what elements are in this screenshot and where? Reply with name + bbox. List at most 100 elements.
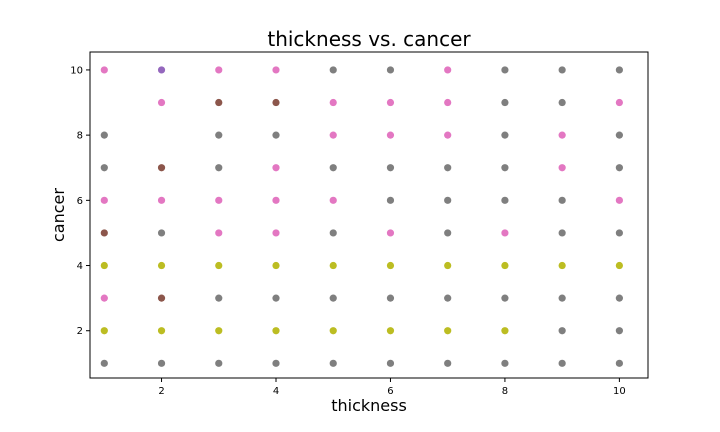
- data-point: [100, 261, 108, 270]
- data-point: [215, 294, 223, 302]
- data-point: [215, 327, 223, 335]
- points-layer: [100, 66, 623, 367]
- data-point: [615, 131, 623, 139]
- data-point: [501, 196, 509, 204]
- y-tick-label: 8: [77, 131, 83, 142]
- data-point: [100, 66, 108, 74]
- data-point: [444, 327, 452, 335]
- data-point: [329, 66, 337, 74]
- y-tick-label: 4: [77, 261, 83, 272]
- x-axis-label: thickness: [331, 396, 407, 415]
- data-point: [215, 131, 223, 139]
- data-point: [329, 164, 337, 172]
- data-point: [615, 66, 623, 74]
- data-point: [444, 229, 452, 237]
- data-point: [157, 359, 166, 367]
- plot-area: [89, 51, 649, 379]
- data-point: [386, 131, 395, 139]
- y-tick-label: 2: [77, 326, 83, 337]
- data-point: [329, 359, 337, 367]
- data-point: [272, 229, 280, 237]
- data-point: [501, 294, 509, 302]
- data-point: [558, 131, 566, 139]
- data-point: [329, 196, 337, 204]
- data-point: [100, 327, 108, 335]
- data-point: [386, 164, 395, 172]
- data-point: [386, 359, 395, 367]
- x-tick-label: 4: [273, 386, 279, 397]
- data-point: [386, 294, 395, 302]
- data-point: [157, 66, 166, 74]
- data-point: [386, 261, 395, 270]
- y-tick-label: 6: [77, 196, 83, 207]
- data-point: [100, 131, 108, 139]
- data-point: [501, 359, 509, 367]
- data-point: [558, 327, 566, 335]
- data-point: [272, 294, 280, 302]
- x-axis: 2 4 6 8 10: [158, 378, 626, 397]
- data-point: [558, 196, 566, 204]
- y-tick-label: 10: [70, 65, 83, 76]
- data-point: [215, 261, 223, 270]
- data-point: [329, 327, 337, 335]
- data-point: [272, 196, 280, 204]
- data-point: [615, 164, 623, 172]
- data-point: [215, 98, 223, 107]
- data-point: [100, 294, 108, 302]
- data-point: [444, 164, 452, 172]
- data-point: [157, 164, 166, 172]
- data-point: [558, 261, 566, 270]
- data-point: [272, 131, 280, 139]
- data-point: [100, 359, 108, 367]
- data-point: [329, 261, 337, 270]
- data-point: [615, 98, 623, 107]
- data-point: [558, 359, 566, 367]
- data-point: [386, 229, 395, 237]
- data-point: [558, 294, 566, 302]
- data-point: [615, 294, 623, 302]
- data-point: [157, 294, 166, 302]
- data-point: [615, 196, 623, 204]
- data-point: [272, 98, 280, 107]
- data-point: [501, 98, 509, 107]
- data-point: [100, 164, 108, 172]
- data-point: [157, 261, 166, 270]
- data-point: [157, 98, 166, 107]
- data-point: [615, 229, 623, 237]
- data-point: [558, 229, 566, 237]
- data-point: [386, 196, 395, 204]
- x-tick-label: 6: [387, 386, 393, 397]
- data-point: [386, 98, 395, 107]
- data-point: [615, 261, 623, 270]
- x-tick-label: 8: [502, 386, 508, 397]
- chart-title: thickness vs. cancer: [267, 27, 471, 51]
- data-point: [444, 294, 452, 302]
- data-point: [272, 359, 280, 367]
- data-point: [501, 164, 509, 172]
- data-point: [501, 261, 509, 270]
- data-point: [100, 229, 108, 237]
- data-point: [215, 164, 223, 172]
- data-point: [215, 66, 223, 74]
- data-point: [329, 131, 337, 139]
- data-point: [157, 327, 166, 335]
- data-point: [215, 359, 223, 367]
- data-point: [329, 294, 337, 302]
- data-point: [558, 66, 566, 74]
- y-axis: 2 4 6 8 10: [70, 65, 90, 337]
- data-point: [444, 98, 452, 107]
- data-point: [444, 196, 452, 204]
- data-point: [444, 359, 452, 367]
- y-axis-label: cancer: [49, 188, 68, 242]
- data-point: [157, 196, 166, 204]
- data-point: [444, 66, 452, 74]
- data-point: [615, 327, 623, 335]
- data-point: [215, 229, 223, 237]
- x-tick-label: 10: [613, 386, 626, 397]
- data-point: [386, 327, 395, 335]
- data-point: [558, 98, 566, 107]
- x-tick-label: 2: [158, 386, 164, 397]
- data-point: [501, 131, 509, 139]
